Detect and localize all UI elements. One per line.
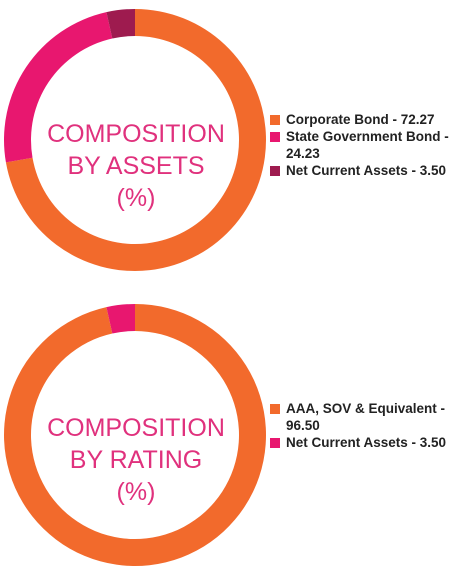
legend-swatch bbox=[270, 404, 280, 414]
composition-by-assets-chart: COMPOSITION BY ASSETS (%) Corporate Bond… bbox=[0, 5, 474, 275]
composition-by-rating-chart: COMPOSITION BY RATING (%) AAA, SOV & Equ… bbox=[0, 300, 474, 570]
rating-slice-2 bbox=[106, 304, 135, 334]
rating-center-title: COMPOSITION BY RATING (%) bbox=[26, 412, 246, 508]
legend-label: Corporate Bond - 72.27 bbox=[286, 112, 435, 127]
legend-label: Net Current Assets - 3.50 bbox=[286, 163, 447, 178]
assets-donut bbox=[4, 9, 266, 271]
rating-title-line-1: COMPOSITION bbox=[47, 414, 225, 442]
rating-donut bbox=[4, 304, 266, 566]
legend-item-net-current-assets: Net Current Assets - 3.50 bbox=[270, 434, 470, 451]
legend-swatch bbox=[270, 132, 280, 142]
legend-swatch bbox=[270, 115, 280, 125]
assets-title-line-2: BY ASSETS bbox=[67, 152, 205, 180]
legend-label: Net Current Assets - 3.50 bbox=[286, 435, 447, 450]
assets-title-line-3: (%) bbox=[116, 184, 156, 212]
assets-slice-3 bbox=[106, 9, 135, 39]
assets-title-line-1: COMPOSITION bbox=[47, 120, 225, 148]
assets-center-title: COMPOSITION BY ASSETS (%) bbox=[26, 118, 246, 214]
assets-slice-2 bbox=[4, 12, 113, 163]
legend-label: AAA, SOV & Equivalent - 96.50 bbox=[286, 401, 446, 433]
rating-legend: AAA, SOV & Equivalent - 96.50 Net Curren… bbox=[270, 400, 470, 451]
legend-item-aaa-sov-equivalent: AAA, SOV & Equivalent - 96.50 bbox=[270, 400, 470, 434]
legend-item-corporate-bond: Corporate Bond - 72.27 bbox=[270, 111, 470, 128]
rating-title-line-3: (%) bbox=[116, 478, 156, 506]
legend-label: State Government Bond - 24.23 bbox=[286, 129, 449, 161]
rating-title-line-2: BY RATING bbox=[69, 446, 203, 474]
assets-legend: Corporate Bond - 72.27 State Government … bbox=[270, 111, 470, 179]
legend-item-net-current-assets: Net Current Assets - 3.50 bbox=[270, 162, 470, 179]
legend-swatch bbox=[270, 166, 280, 176]
legend-item-state-government-bond: State Government Bond - 24.23 bbox=[270, 128, 470, 162]
legend-swatch bbox=[270, 438, 280, 448]
